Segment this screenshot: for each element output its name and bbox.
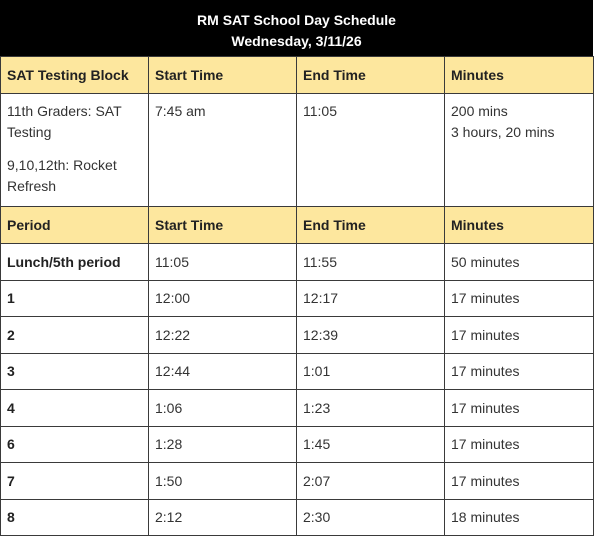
end-cell: 1:01	[296, 352, 445, 390]
minutes-cell: 17 minutes	[444, 352, 594, 390]
testing-group-others: 9,10,12th: Rocket Refresh	[7, 157, 117, 194]
table-row: Lunch/5th period 11:05 11:55 50 minutes	[0, 243, 594, 281]
header-cell: Minutes	[444, 206, 594, 244]
header-cell: End Time	[296, 206, 445, 244]
testing-header-row: SAT Testing Block Start Time End Time Mi…	[0, 56, 594, 94]
period-cell: 2	[0, 316, 149, 354]
table-row: 4 1:06 1:23 17 minutes	[0, 389, 594, 427]
testing-duration: 3 hours, 20 mins	[451, 124, 555, 140]
title-line-2: Wednesday, 3/11/26	[231, 33, 362, 49]
period-cell: 4	[0, 389, 149, 427]
minutes-cell: 17 minutes	[444, 462, 594, 500]
start-cell: 11:05	[148, 243, 297, 281]
testing-start-cell: 7:45 am	[148, 93, 297, 207]
start-cell: 1:06	[148, 389, 297, 427]
period-cell: 7	[0, 462, 149, 500]
period-cell: 1	[0, 279, 149, 317]
start-cell: 1:50	[148, 462, 297, 500]
minutes-cell: 18 minutes	[444, 498, 594, 536]
period-cell: 8	[0, 498, 149, 536]
end-cell: 1:45	[296, 425, 445, 463]
header-cell: Start Time	[148, 56, 297, 94]
period-cell: 6	[0, 425, 149, 463]
start-cell: 2:12	[148, 498, 297, 536]
start-cell: 12:22	[148, 316, 297, 354]
minutes-cell: 50 minutes	[444, 243, 594, 281]
testing-block-cell: 11th Graders: SAT Testing 9,10,12th: Roc…	[0, 93, 149, 207]
schedule-title: RM SAT School Day Schedule Wednesday, 3/…	[0, 0, 593, 56]
end-cell: 11:55	[296, 243, 445, 281]
end-cell: 1:23	[296, 389, 445, 427]
header-cell: Start Time	[148, 206, 297, 244]
end-cell: 12:39	[296, 316, 445, 354]
schedule-table: SAT Testing Block Start Time End Time Mi…	[0, 56, 594, 536]
testing-group-11th: 11th Graders: SAT Testing	[7, 103, 122, 140]
table-row: 6 1:28 1:45 17 minutes	[0, 425, 594, 463]
testing-minutes: 200 mins	[451, 103, 508, 119]
minutes-cell: 17 minutes	[444, 279, 594, 317]
header-cell: SAT Testing Block	[0, 56, 149, 94]
period-header-row: Period Start Time End Time Minutes	[0, 206, 594, 244]
header-cell: Minutes	[444, 56, 594, 94]
start-cell: 12:00	[148, 279, 297, 317]
header-cell: Period	[0, 206, 149, 244]
end-cell: 2:30	[296, 498, 445, 536]
table-row: 1 12:00 12:17 17 minutes	[0, 279, 594, 317]
minutes-cell: 17 minutes	[444, 316, 594, 354]
minutes-cell: 17 minutes	[444, 425, 594, 463]
table-row: 8 2:12 2:30 18 minutes	[0, 498, 594, 536]
minutes-cell: 17 minutes	[444, 389, 594, 427]
end-cell: 2:07	[296, 462, 445, 500]
table-row: 7 1:50 2:07 17 minutes	[0, 462, 594, 500]
testing-end-cell: 11:05	[296, 93, 445, 207]
table-row: 2 12:22 12:39 17 minutes	[0, 316, 594, 354]
title-line-1: RM SAT School Day Schedule	[197, 12, 396, 28]
testing-minutes-cell: 200 mins 3 hours, 20 mins	[444, 93, 594, 207]
table-row: 3 12:44 1:01 17 minutes	[0, 352, 594, 390]
testing-row: 11th Graders: SAT Testing 9,10,12th: Roc…	[0, 93, 594, 207]
period-cell: 3	[0, 352, 149, 390]
end-cell: 12:17	[296, 279, 445, 317]
start-cell: 12:44	[148, 352, 297, 390]
header-cell: End Time	[296, 56, 445, 94]
start-cell: 1:28	[148, 425, 297, 463]
period-cell: Lunch/5th period	[0, 243, 149, 281]
